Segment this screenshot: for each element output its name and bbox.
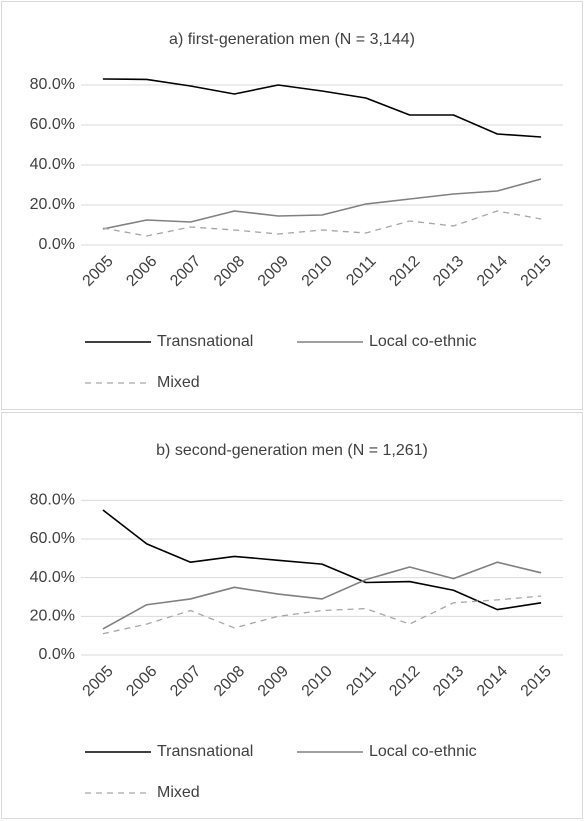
legend-label: Mixed [157,784,200,801]
series-line [102,78,542,138]
y-tick-label: 80.0% [30,76,75,93]
series-line [102,210,542,237]
legend-label: Local co-ethnic [369,333,477,350]
legend-label: Mixed [157,374,200,391]
panel [1,412,583,819]
series-line [102,178,542,230]
y-tick-label: 60.0% [30,530,75,547]
chart-title: a) first-generation men (N = 3,144) [169,31,415,48]
y-tick-label: 0.0% [39,236,75,253]
y-tick-label: 60.0% [30,116,75,133]
y-tick-label: 40.0% [30,569,75,586]
y-tick-label: 40.0% [30,156,75,173]
y-tick-label: 20.0% [30,196,75,213]
y-tick-label: 20.0% [30,608,75,625]
legend-label: Local co-ethnic [369,743,477,760]
y-tick-label: 0.0% [39,646,75,663]
legend-label: Transnational [157,743,253,760]
legend-label: Transnational [157,333,253,350]
series-line [102,509,542,611]
y-tick-label: 80.0% [30,492,75,509]
chart-title: b) second-generation men (N = 1,261) [156,442,428,459]
series-line [102,561,542,630]
